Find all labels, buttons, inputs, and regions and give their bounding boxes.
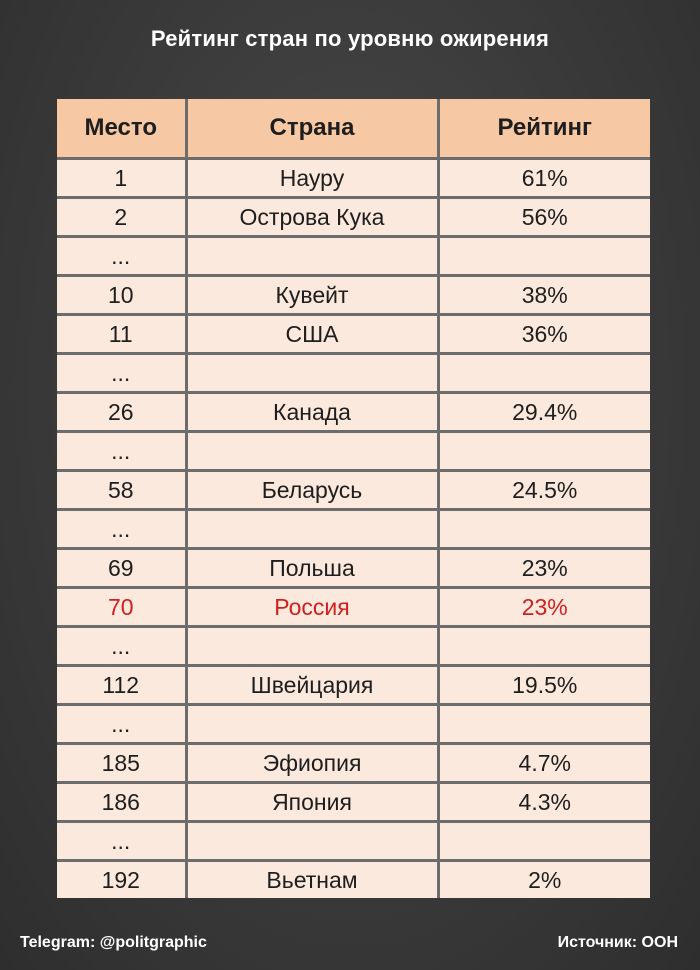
cell-place: 1 (57, 158, 188, 199)
cell-rating (438, 353, 650, 394)
table-row: 2 Острова Кука 56% (57, 197, 650, 238)
cell-country: Беларусь (186, 470, 440, 511)
cell-place: ... (57, 431, 188, 472)
table-row: 112 Швейцария 19.5% (57, 665, 650, 706)
cell-rating (438, 626, 650, 667)
cell-rating: 19.5% (438, 665, 650, 706)
cell-country: Япония (186, 782, 440, 823)
cell-country: Польша (186, 548, 440, 589)
column-header-place: Место (57, 99, 188, 160)
cell-place: 2 (57, 197, 188, 238)
table-row: ... (57, 509, 650, 550)
cell-place: 11 (57, 314, 188, 355)
cell-place: ... (57, 704, 188, 745)
column-header-country: Страна (186, 99, 440, 160)
cell-rating (438, 236, 650, 277)
table-row: 185 Эфиопия 4.7% (57, 743, 650, 784)
cell-rating: 38% (438, 275, 650, 316)
obesity-ranking-table: Место Страна Рейтинг 1 Науру 61% 2 Острова К… (57, 99, 650, 898)
cell-country: Канада (186, 392, 440, 433)
cell-place: 69 (57, 548, 188, 589)
cell-country: Кувейт (186, 275, 440, 316)
cell-place: 58 (57, 470, 188, 511)
table-row: 10 Кувейт 38% (57, 275, 650, 316)
cell-rating: 4.3% (438, 782, 650, 823)
table-header-row: Место Страна Рейтинг (57, 99, 650, 160)
cell-country: Россия (186, 587, 440, 628)
cell-country: Острова Кука (186, 197, 440, 238)
cell-place: 112 (57, 665, 188, 706)
table-row: ... (57, 236, 650, 277)
cell-country: Эфиопия (186, 743, 440, 784)
cell-country (186, 704, 440, 745)
cell-place: 70 (57, 587, 188, 628)
table-row: ... (57, 704, 650, 745)
cell-rating (438, 704, 650, 745)
source-credit: Источник: ООН (557, 934, 678, 951)
cell-rating: 4.7% (438, 743, 650, 784)
telegram-credit: Telegram: @politgraphic (20, 934, 207, 951)
table-row: 11 США 36% (57, 314, 650, 355)
table-row: ... (57, 353, 650, 394)
cell-rating: 29.4% (438, 392, 650, 433)
cell-country: Вьетнам (186, 860, 440, 898)
cell-rating (438, 431, 650, 472)
cell-country: Науру (186, 158, 440, 199)
cell-place: 10 (57, 275, 188, 316)
cell-rating: 56% (438, 197, 650, 238)
table-row: 69 Польша 23% (57, 548, 650, 589)
cell-place: ... (57, 353, 188, 394)
cell-country (186, 431, 440, 472)
cell-rating: 36% (438, 314, 650, 355)
table-row: ... (57, 431, 650, 472)
cell-rating: 61% (438, 158, 650, 199)
cell-place: 186 (57, 782, 188, 823)
cell-rating: 23% (438, 587, 650, 628)
cell-rating (438, 821, 650, 862)
cell-place: ... (57, 236, 188, 277)
cell-place: 185 (57, 743, 188, 784)
cell-country: США (186, 314, 440, 355)
cell-place: 192 (57, 860, 188, 898)
cell-place: ... (57, 626, 188, 667)
table-row: 26 Канада 29.4% (57, 392, 650, 433)
table-row: 58 Беларусь 24.5% (57, 470, 650, 511)
cell-rating: 24.5% (438, 470, 650, 511)
table-row: 70 Россия 23% (57, 587, 650, 628)
table-body: 1 Науру 61% 2 Острова Кука 56%... 10 Кувейт 38% 1… (57, 158, 650, 898)
cell-country (186, 236, 440, 277)
cell-country (186, 353, 440, 394)
table-row: 192 Вьетнам 2% (57, 860, 650, 898)
cell-place: 26 (57, 392, 188, 433)
cell-place: ... (57, 821, 188, 862)
chart-title: Рейтинг стран по уровню ожирения (150, 26, 550, 51)
table-row: ... (57, 626, 650, 667)
cell-place: ... (57, 509, 188, 550)
cell-rating: 2% (438, 860, 650, 898)
table-row: 1 Науру 61% (57, 158, 650, 199)
cell-rating: 23% (438, 548, 650, 589)
cell-rating (438, 509, 650, 550)
column-header-rating: Рейтинг (438, 99, 650, 160)
cell-country (186, 509, 440, 550)
cell-country (186, 821, 440, 862)
cell-country (186, 626, 440, 667)
table-row: ... (57, 821, 650, 862)
table-row: 186 Япония 4.3% (57, 782, 650, 823)
cell-country: Швейцария (186, 665, 440, 706)
